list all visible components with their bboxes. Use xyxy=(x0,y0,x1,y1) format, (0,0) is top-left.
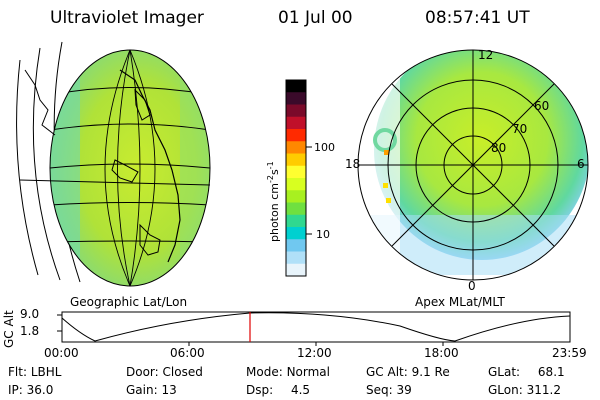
info-glat: GLat: 68.1 xyxy=(488,365,565,379)
altitude-plot xyxy=(57,311,571,346)
mlt-label-6: 6 xyxy=(577,157,585,171)
colorbar-segment xyxy=(286,227,306,240)
mlt-label-12: 12 xyxy=(478,48,493,62)
colorbar-segment xyxy=(286,239,306,252)
altitude-xtick-0600: 06:00 xyxy=(170,346,205,360)
colorbar-segment xyxy=(286,141,306,154)
apex-panel-label: Apex MLat/MLT xyxy=(415,295,505,309)
colorbar-segment xyxy=(286,129,306,142)
altitude-axis-label: GC Alt xyxy=(2,310,16,348)
colorbar-segment xyxy=(286,214,306,228)
colorbar-segment xyxy=(286,251,306,265)
mlt-label-18: 18 xyxy=(345,157,360,171)
altitude-ytick-low: 1.8 xyxy=(20,324,40,338)
observation-date: 01 Jul 00 xyxy=(278,8,353,28)
color-bar xyxy=(286,80,306,277)
info-door: Door: Closed xyxy=(126,365,203,379)
colorbar-segment xyxy=(286,165,306,179)
colorbar-label: photon cm-2s-1 xyxy=(266,161,281,242)
info-glon: GLon: 311.2 xyxy=(488,383,561,397)
altitude-xtick-1800: 18:00 xyxy=(424,346,459,360)
info-gain: Gain: 13 xyxy=(126,383,177,397)
altitude-ytick-high: 9.0 xyxy=(20,307,40,321)
colorbar-segment xyxy=(286,92,306,105)
info-dsp: Dsp: 4.5 xyxy=(246,383,311,397)
mlat-label-70: 70 xyxy=(512,122,527,136)
info-ip: IP: 36.0 xyxy=(8,383,54,397)
colorbar-segment xyxy=(286,263,306,277)
mlat-label-80: 80 xyxy=(491,141,506,155)
colorbar-tick-100: 100 xyxy=(314,141,335,154)
observation-time: 08:57:41 UT xyxy=(425,8,530,28)
altitude-xtick-0000: 00:00 xyxy=(44,346,79,360)
colorbar-segment xyxy=(286,104,306,118)
colorbar-segment xyxy=(286,116,306,130)
mlat-label-60: 60 xyxy=(534,99,549,113)
geographic-panel-label: Geographic Lat/Lon xyxy=(70,295,188,309)
colorbar-segment xyxy=(286,153,306,167)
colorbar-segment xyxy=(286,202,306,216)
polar-map: 12 18 6 0 60 70 80 xyxy=(345,48,589,293)
colorbar-tick-10: 10 xyxy=(316,228,330,241)
colorbar-segment xyxy=(286,190,306,203)
instrument-title: Ultraviolet Imager xyxy=(50,8,204,28)
colorbar-segment xyxy=(286,80,306,93)
info-mode: Mode: Normal xyxy=(246,365,330,379)
mlt-label-0: 0 xyxy=(468,279,476,293)
altitude-xtick-2359: 23:59 xyxy=(552,346,587,360)
info-seq: Seq: 39 xyxy=(366,383,412,397)
altitude-xtick-1200: 12:00 xyxy=(297,346,332,360)
info-gc-alt: GC Alt: 9.1 Re xyxy=(366,365,450,379)
info-flt: Flt: LBHL xyxy=(8,365,62,379)
geographic-map xyxy=(16,41,211,287)
colorbar-segment xyxy=(286,178,306,191)
